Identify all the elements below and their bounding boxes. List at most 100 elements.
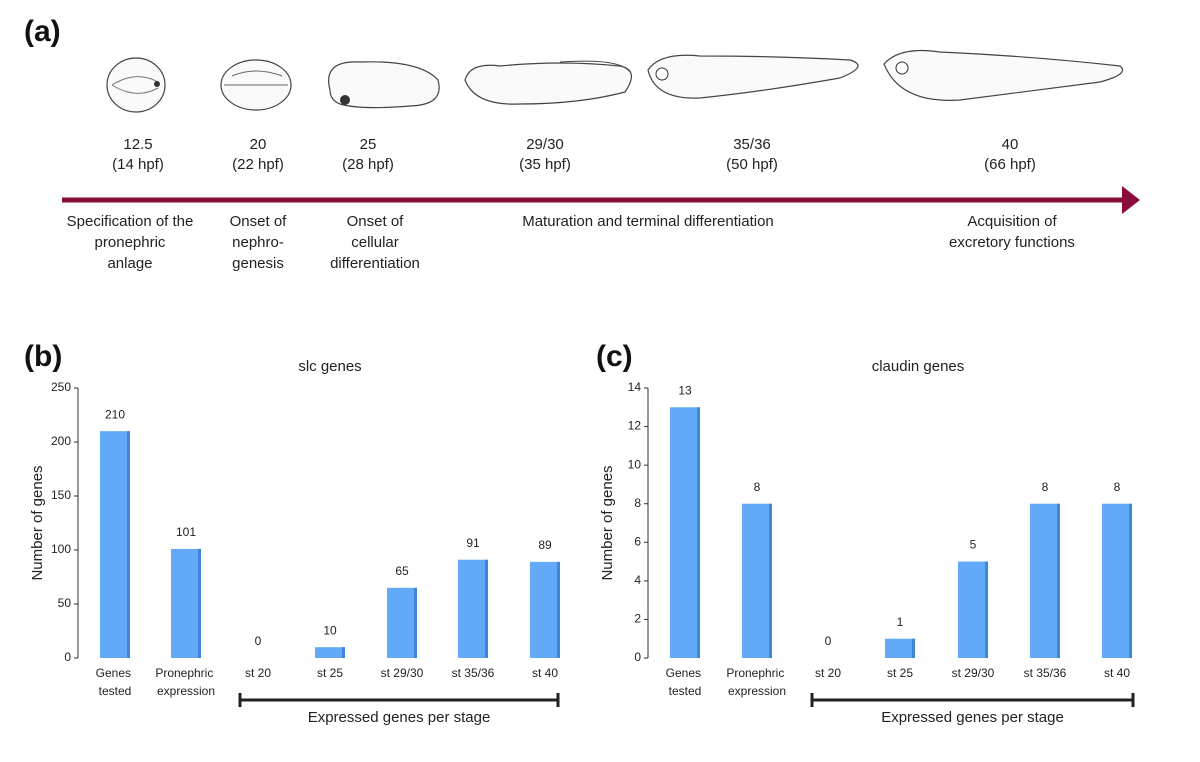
stage-time: (14 hpf) <box>112 156 164 173</box>
bar-shade <box>485 559 488 658</box>
panel-label: (a) <box>24 15 61 48</box>
y-tick-label: 250 <box>51 380 71 394</box>
stage-number: 35/36 <box>733 136 771 153</box>
phase-text: pronephric <box>95 234 166 251</box>
bar-shade <box>342 647 345 658</box>
value-label: 8 <box>1042 480 1049 494</box>
stage-number: 25 <box>360 136 377 153</box>
bar <box>530 561 560 658</box>
bar <box>458 559 488 658</box>
bar <box>387 587 417 658</box>
panel-label: (b) <box>24 340 62 373</box>
y-tick-label: 0 <box>64 650 71 664</box>
value-label: 0 <box>255 634 262 648</box>
bar-shade <box>127 431 130 658</box>
x-tick-label: st 20 <box>815 666 841 680</box>
y-tick-label: 14 <box>628 380 642 394</box>
bar-shade <box>912 638 915 658</box>
y-tick-label: 100 <box>51 542 71 556</box>
bracket <box>238 693 560 707</box>
bracket-label: Expressed genes per stage <box>881 709 1064 726</box>
phase-text: cellular <box>351 234 399 251</box>
bar <box>1102 503 1132 658</box>
bracket <box>810 693 1135 707</box>
x-tick-label: Pronephric expression <box>726 666 787 698</box>
bar-shade <box>557 561 560 658</box>
x-tick-label: st 35/36 <box>452 666 495 680</box>
bar-shade <box>697 407 700 658</box>
value-label: 8 <box>1114 480 1121 494</box>
phase-text: differentiation <box>330 255 420 272</box>
chart-title: slc genes <box>298 358 361 375</box>
y-tick-label: 2 <box>634 612 641 626</box>
panel-label: (c) <box>596 340 633 373</box>
x-tick-label: Genes tested <box>96 666 135 698</box>
arrow-head <box>1122 186 1140 214</box>
stage-number: 29/30 <box>526 136 564 153</box>
bar <box>315 647 345 658</box>
value-label: 8 <box>754 480 761 494</box>
x-tick-label: st 29/30 <box>381 666 424 680</box>
value-label: 65 <box>395 564 409 578</box>
x-tick-label: st 40 <box>532 666 558 680</box>
y-tick-label: 200 <box>51 434 71 448</box>
phase-text: Acquisition of <box>967 213 1057 230</box>
stage-number: 40 <box>1002 136 1019 153</box>
stage-number: 12.5 <box>123 136 152 153</box>
stage-time: (28 hpf) <box>342 156 394 173</box>
bar <box>958 561 988 658</box>
bar <box>1030 503 1060 658</box>
bar-shade <box>198 548 201 658</box>
phase-text: Specification of the <box>67 213 194 230</box>
phase-text: Maturation and terminal differentiation <box>522 213 774 230</box>
phase-text: Onset of <box>347 213 405 230</box>
y-tick-label: 10 <box>628 457 642 471</box>
x-tick-label: Genes tested <box>666 666 705 698</box>
embryo-drawings <box>106 49 1124 113</box>
y-axis-label: Number of genes <box>29 465 46 580</box>
bar-shade <box>1129 503 1132 658</box>
bar-shade <box>769 503 772 658</box>
y-tick-label: 0 <box>634 650 641 664</box>
value-label: 13 <box>678 383 692 397</box>
y-tick-label: 150 <box>51 488 71 502</box>
stage-time: (66 hpf) <box>984 156 1036 173</box>
stage-time: (35 hpf) <box>519 156 571 173</box>
x-tick-label: st 25 <box>317 666 343 680</box>
x-tick-label: st 29/30 <box>952 666 995 680</box>
bar <box>670 407 700 658</box>
bar <box>100 431 130 658</box>
bracket-label: Expressed genes per stage <box>308 709 491 726</box>
value-label: 91 <box>466 536 480 550</box>
phase-text: anlage <box>107 255 152 272</box>
chart-title: claudin genes <box>872 358 965 375</box>
x-tick-label: st 40 <box>1104 666 1130 680</box>
value-label: 10 <box>323 623 337 637</box>
x-tick-label: st 25 <box>887 666 913 680</box>
value-label: 101 <box>176 525 196 539</box>
y-axis-label: Number of genes <box>599 465 616 580</box>
bar <box>171 548 201 658</box>
x-tick-label: st 20 <box>245 666 271 680</box>
phase-text: excretory functions <box>949 234 1075 251</box>
bar <box>742 503 772 658</box>
bar-shade <box>1057 503 1060 658</box>
y-tick-label: 12 <box>628 419 642 433</box>
value-label: 89 <box>538 538 552 552</box>
value-label: 1 <box>897 615 904 629</box>
bar <box>885 638 915 658</box>
y-tick-label: 6 <box>634 534 641 548</box>
y-tick-label: 4 <box>634 573 641 587</box>
x-tick-label: Pronephric expression <box>155 666 216 698</box>
stage-time: (22 hpf) <box>232 156 284 173</box>
phase-text: nephro- <box>232 234 284 251</box>
bar-shade <box>414 587 417 658</box>
x-tick-label: st 35/36 <box>1024 666 1067 680</box>
stage-number: 20 <box>250 136 267 153</box>
bar-shade <box>985 561 988 658</box>
phase-text: genesis <box>232 255 284 272</box>
phase-text: Onset of <box>230 213 288 230</box>
stage-time: (50 hpf) <box>726 156 778 173</box>
